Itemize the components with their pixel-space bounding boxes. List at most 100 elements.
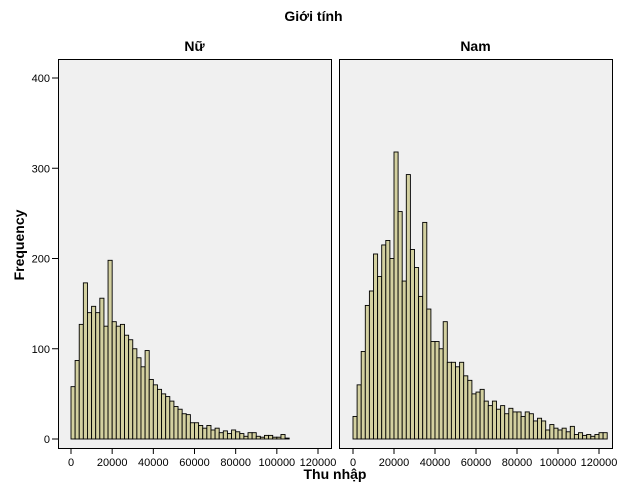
histogram-bar bbox=[268, 434, 274, 440]
histogram-bar bbox=[185, 414, 191, 440]
histogram-bar bbox=[479, 388, 485, 440]
histogram-bar bbox=[500, 405, 506, 440]
histogram-bar bbox=[259, 436, 265, 440]
x-tick-label: 120000 bbox=[581, 457, 618, 469]
x-tick-label: 40000 bbox=[420, 457, 451, 469]
histogram-bar bbox=[165, 396, 171, 440]
histogram-bar bbox=[557, 429, 563, 440]
histogram-bar bbox=[128, 339, 134, 440]
x-tick-label: 60000 bbox=[461, 457, 492, 469]
y-tick-label: 300 bbox=[32, 163, 50, 175]
histogram-bar bbox=[553, 427, 559, 440]
x-tick-label: 100000 bbox=[540, 457, 577, 469]
histogram-bar bbox=[202, 427, 208, 440]
histogram-bar bbox=[483, 400, 489, 440]
histogram-bar bbox=[397, 211, 403, 440]
x-tick-label: 100000 bbox=[258, 457, 295, 469]
histogram-bar bbox=[156, 388, 163, 440]
histogram-bar bbox=[598, 432, 604, 440]
histogram-bar bbox=[512, 411, 518, 440]
histogram-bar bbox=[111, 321, 117, 440]
histogram-bar bbox=[446, 361, 452, 440]
histogram-bar bbox=[475, 391, 481, 440]
histogram-bar bbox=[578, 432, 584, 440]
histogram-bar bbox=[78, 323, 84, 440]
histogram-bar bbox=[541, 420, 547, 440]
histogram-bar bbox=[401, 280, 407, 440]
histogram-bar bbox=[280, 434, 286, 440]
y-tick-label: 400 bbox=[32, 73, 50, 85]
histogram-bar bbox=[368, 290, 374, 440]
histogram-bar bbox=[594, 434, 600, 440]
histogram-bar bbox=[471, 393, 477, 440]
histogram-bar bbox=[561, 427, 567, 440]
x-axis-label: Thu nhập bbox=[303, 466, 367, 482]
histogram-bar bbox=[144, 350, 150, 440]
x-tick-label: 0 bbox=[350, 457, 356, 469]
histogram-bar bbox=[426, 308, 432, 440]
histogram-bar bbox=[450, 361, 456, 440]
histogram-bar bbox=[198, 425, 204, 440]
histogram-bar bbox=[430, 341, 436, 440]
histogram-bar bbox=[459, 361, 465, 440]
histogram-bar bbox=[284, 437, 290, 440]
histogram-bar bbox=[360, 351, 366, 440]
histogram-bar bbox=[463, 375, 469, 440]
histogram-bar bbox=[264, 434, 270, 440]
chart-title: Giới tính bbox=[284, 8, 343, 24]
histogram-bar bbox=[231, 429, 237, 440]
histogram-bar bbox=[206, 425, 212, 440]
histogram-bar bbox=[132, 348, 138, 440]
histogram-bar bbox=[364, 304, 370, 440]
histogram-bar bbox=[532, 420, 538, 440]
histogram-bar bbox=[516, 411, 522, 440]
x-tick-label: 60000 bbox=[179, 457, 210, 469]
panel-title-male: Nam bbox=[460, 38, 491, 54]
x-tick-label: 0 bbox=[68, 457, 74, 469]
histogram-bar bbox=[586, 434, 592, 440]
x-tick-label: 80000 bbox=[502, 457, 533, 469]
histogram-bar bbox=[99, 297, 105, 440]
histogram-bar bbox=[356, 384, 362, 440]
histogram-bar bbox=[107, 259, 113, 440]
x-tick-label: 40000 bbox=[138, 457, 169, 469]
histogram-bar bbox=[381, 244, 387, 440]
histogram-bar bbox=[602, 432, 608, 440]
y-tick-label: 200 bbox=[32, 254, 50, 266]
histogram-bar bbox=[438, 348, 444, 440]
y-tick-label: 100 bbox=[32, 344, 50, 356]
histogram-bar bbox=[442, 321, 448, 440]
histogram-bar bbox=[222, 430, 228, 440]
histogram-bar bbox=[582, 434, 588, 440]
histogram-bar bbox=[119, 323, 125, 440]
histogram-bar bbox=[148, 378, 154, 440]
histogram-bar bbox=[247, 432, 253, 440]
x-tick-label: 120000 bbox=[300, 457, 337, 469]
histogram-bar bbox=[520, 415, 526, 440]
histogram-bar bbox=[243, 435, 249, 440]
histogram-bar bbox=[70, 386, 76, 440]
histogram-bar bbox=[496, 408, 502, 440]
histogram-bar bbox=[136, 357, 142, 440]
histogram-bar bbox=[389, 258, 395, 440]
histogram-bar bbox=[82, 282, 88, 440]
histogram-bar bbox=[491, 400, 497, 440]
histogram-bar bbox=[173, 406, 179, 440]
x-tick-label: 20000 bbox=[97, 457, 128, 469]
histogram-bar bbox=[239, 433, 245, 440]
histogram-bar bbox=[549, 424, 555, 440]
panel-male: 0 20000 40000 60000 80000 100000 120000 bbox=[339, 59, 618, 469]
histogram-bar bbox=[590, 435, 596, 440]
panel-title-female: Nữ bbox=[184, 38, 205, 54]
histogram-bar bbox=[385, 239, 391, 440]
histogram-bar bbox=[537, 417, 543, 440]
histogram-bar bbox=[504, 413, 510, 440]
x-tick-label: 20000 bbox=[379, 457, 410, 469]
histogram-bar bbox=[124, 334, 130, 440]
histogram-bar bbox=[565, 431, 571, 440]
x-tick-label: 80000 bbox=[220, 457, 251, 469]
histogram-bar bbox=[409, 249, 415, 440]
histogram-bar bbox=[210, 429, 216, 440]
histogram-bar bbox=[573, 434, 579, 440]
